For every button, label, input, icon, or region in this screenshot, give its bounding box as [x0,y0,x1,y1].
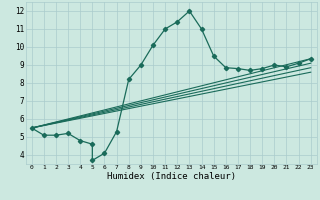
X-axis label: Humidex (Indice chaleur): Humidex (Indice chaleur) [107,172,236,181]
